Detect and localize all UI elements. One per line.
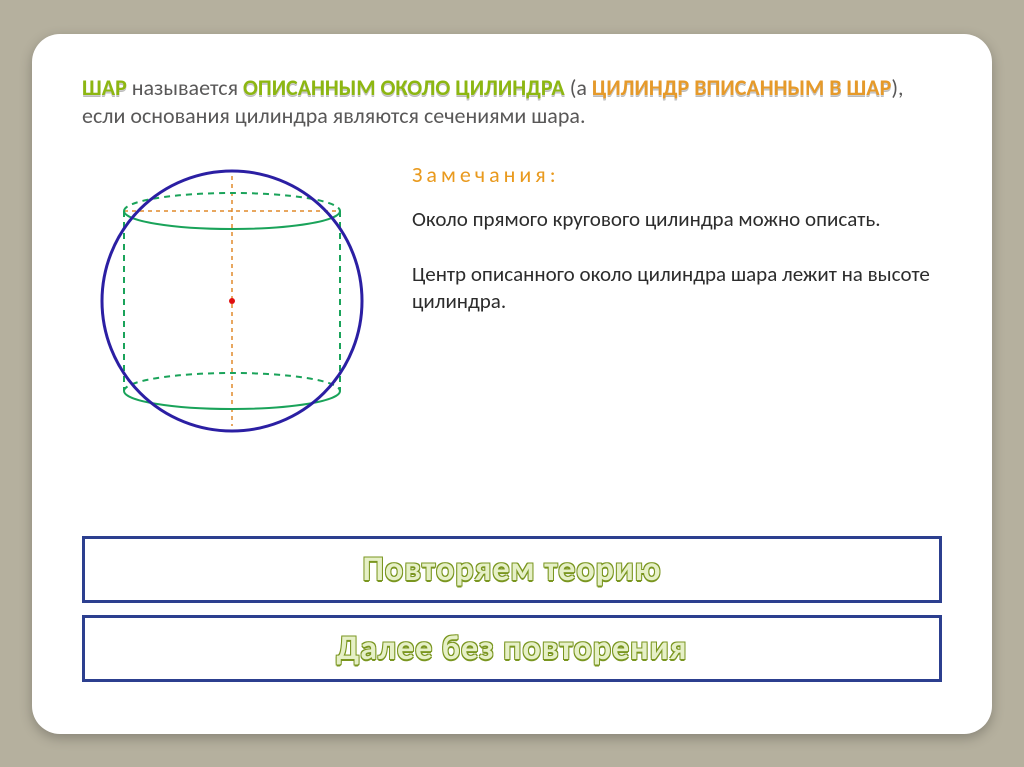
continue-button[interactable]: Далее без повторения xyxy=(82,615,942,682)
content-row: Замечания: Около прямого кругового цилин… xyxy=(82,151,942,451)
def-txt2: (а xyxy=(565,74,592,101)
hl-sphere: ШАР xyxy=(82,74,127,101)
buttons-container: Повторяем теорию Далее без повторения xyxy=(82,536,942,694)
diagram-sphere-cylinder xyxy=(82,151,382,451)
continue-label: Далее без повторения xyxy=(336,628,687,669)
def-txt1: называется xyxy=(127,74,243,101)
note-1: Около прямого кругового цилиндра можно о… xyxy=(412,206,942,233)
definition-text: ШАР называется ОПИСАННЫМ ОКОЛО ЦИЛИНДРА … xyxy=(82,74,942,131)
hl-circumscribed: ОПИСАННЫМ ОКОЛО ЦИЛИНДРА xyxy=(243,74,565,101)
notes-block: Замечания: Около прямого кругового цилин… xyxy=(412,151,942,451)
diagram-svg xyxy=(82,151,382,451)
notes-title: Замечания: xyxy=(412,161,942,188)
hl-inscribed: ЦИЛИНДР ВПИСАННЫМ В ШАР xyxy=(592,74,891,101)
slide-container: ШАР называется ОПИСАННЫМ ОКОЛО ЦИЛИНДРА … xyxy=(32,34,992,734)
repeat-theory-button[interactable]: Повторяем теорию xyxy=(82,536,942,603)
repeat-theory-label: Повторяем теорию xyxy=(363,549,662,590)
note-2: Центр описанного около цилиндра шара леж… xyxy=(412,261,942,316)
